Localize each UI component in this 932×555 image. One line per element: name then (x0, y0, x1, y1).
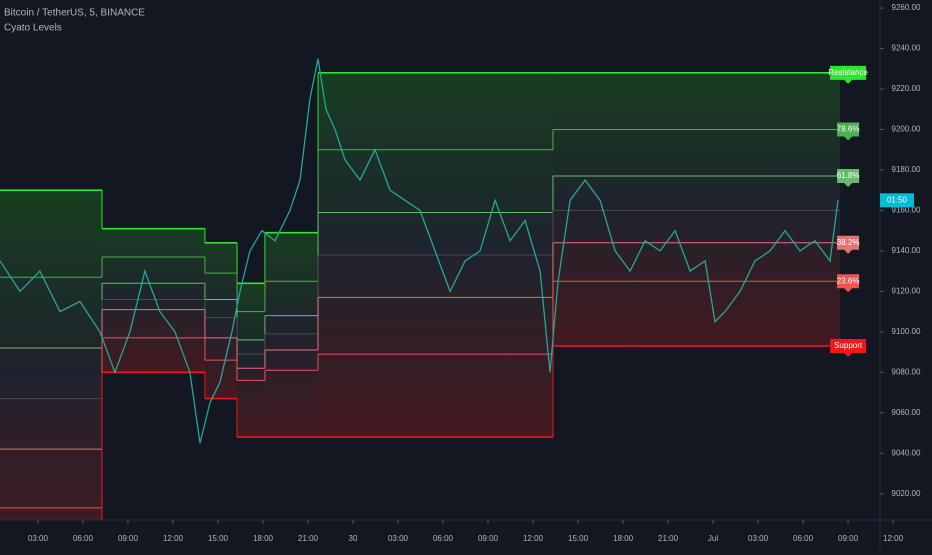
x-tick-label: 12:00 (163, 534, 184, 543)
level-tag-label: 78.6% (837, 125, 860, 134)
x-tick-label: 30 (349, 534, 358, 543)
level-tag (830, 65, 867, 84)
x-tick-label: 12:00 (523, 534, 544, 543)
x-tick-label: 03:00 (28, 534, 49, 543)
level-fill (264, 232, 319, 438)
level-tag-label: Support (834, 341, 863, 350)
x-tick-label: 15:00 (208, 534, 229, 543)
price-label: 01:50 (887, 195, 908, 204)
y-tick-label: 9100.00 (892, 327, 921, 336)
level-fill (0, 190, 103, 520)
level-tag (830, 338, 867, 357)
y-tick-label: 9060.00 (892, 408, 921, 417)
x-tick-label: 15:00 (568, 534, 589, 543)
level-tag (837, 235, 860, 254)
level-fill (237, 283, 265, 438)
level-tag-label: 38.2% (837, 238, 860, 247)
chart-title: Bitcoin / TetherUS, 5, BINANCE (4, 8, 145, 19)
x-tick-label: 09:00 (478, 534, 499, 543)
y-tick-label: 9120.00 (892, 286, 921, 295)
x-tick-label: 09:00 (118, 534, 139, 543)
price-line (0, 58, 839, 444)
level-tag-label: Resistance (828, 68, 868, 77)
y-tick-label: 9040.00 (892, 448, 921, 457)
x-tick-label: 06:00 (793, 534, 814, 543)
level-tag-label: 61.8% (837, 171, 860, 180)
y-tick-label: 9240.00 (892, 44, 921, 53)
y-tick-label: 9180.00 (892, 165, 921, 174)
x-tick-label: 06:00 (73, 534, 94, 543)
y-tick-label: 9220.00 (892, 84, 921, 93)
price-label-box (880, 193, 914, 208)
x-tick-label: 18:00 (253, 534, 274, 543)
level-tag (837, 274, 860, 293)
x-tick-label: 21:00 (298, 534, 319, 543)
x-tick-label: 09:00 (838, 534, 859, 543)
x-tick-label: 03:00 (748, 534, 769, 543)
y-tick-label: 9200.00 (892, 125, 921, 134)
level-fill (204, 242, 238, 399)
level-fill (102, 228, 205, 373)
level-tag (837, 122, 860, 141)
x-tick-label: 21:00 (658, 534, 679, 543)
level-tag-label: 23.6% (837, 276, 860, 285)
y-tick-label: 9080.00 (892, 367, 921, 376)
y-tick-label: 9020.00 (892, 489, 921, 498)
x-tick-label: 06:00 (433, 534, 454, 543)
x-tick-label: 18:00 (613, 534, 634, 543)
level-fill (552, 72, 841, 346)
x-tick-label: 12:00 (883, 534, 904, 543)
y-tick-label: 9160.00 (892, 206, 921, 215)
x-tick-label: Jul (708, 534, 718, 543)
indicator-name: Cyato Levels (4, 23, 62, 34)
y-tick-label: 9260.00 (892, 3, 921, 12)
plot (0, 58, 841, 520)
y-tick-label: 9140.00 (892, 246, 921, 255)
x-tick-label: 03:00 (388, 534, 409, 543)
level-tag (837, 169, 860, 188)
